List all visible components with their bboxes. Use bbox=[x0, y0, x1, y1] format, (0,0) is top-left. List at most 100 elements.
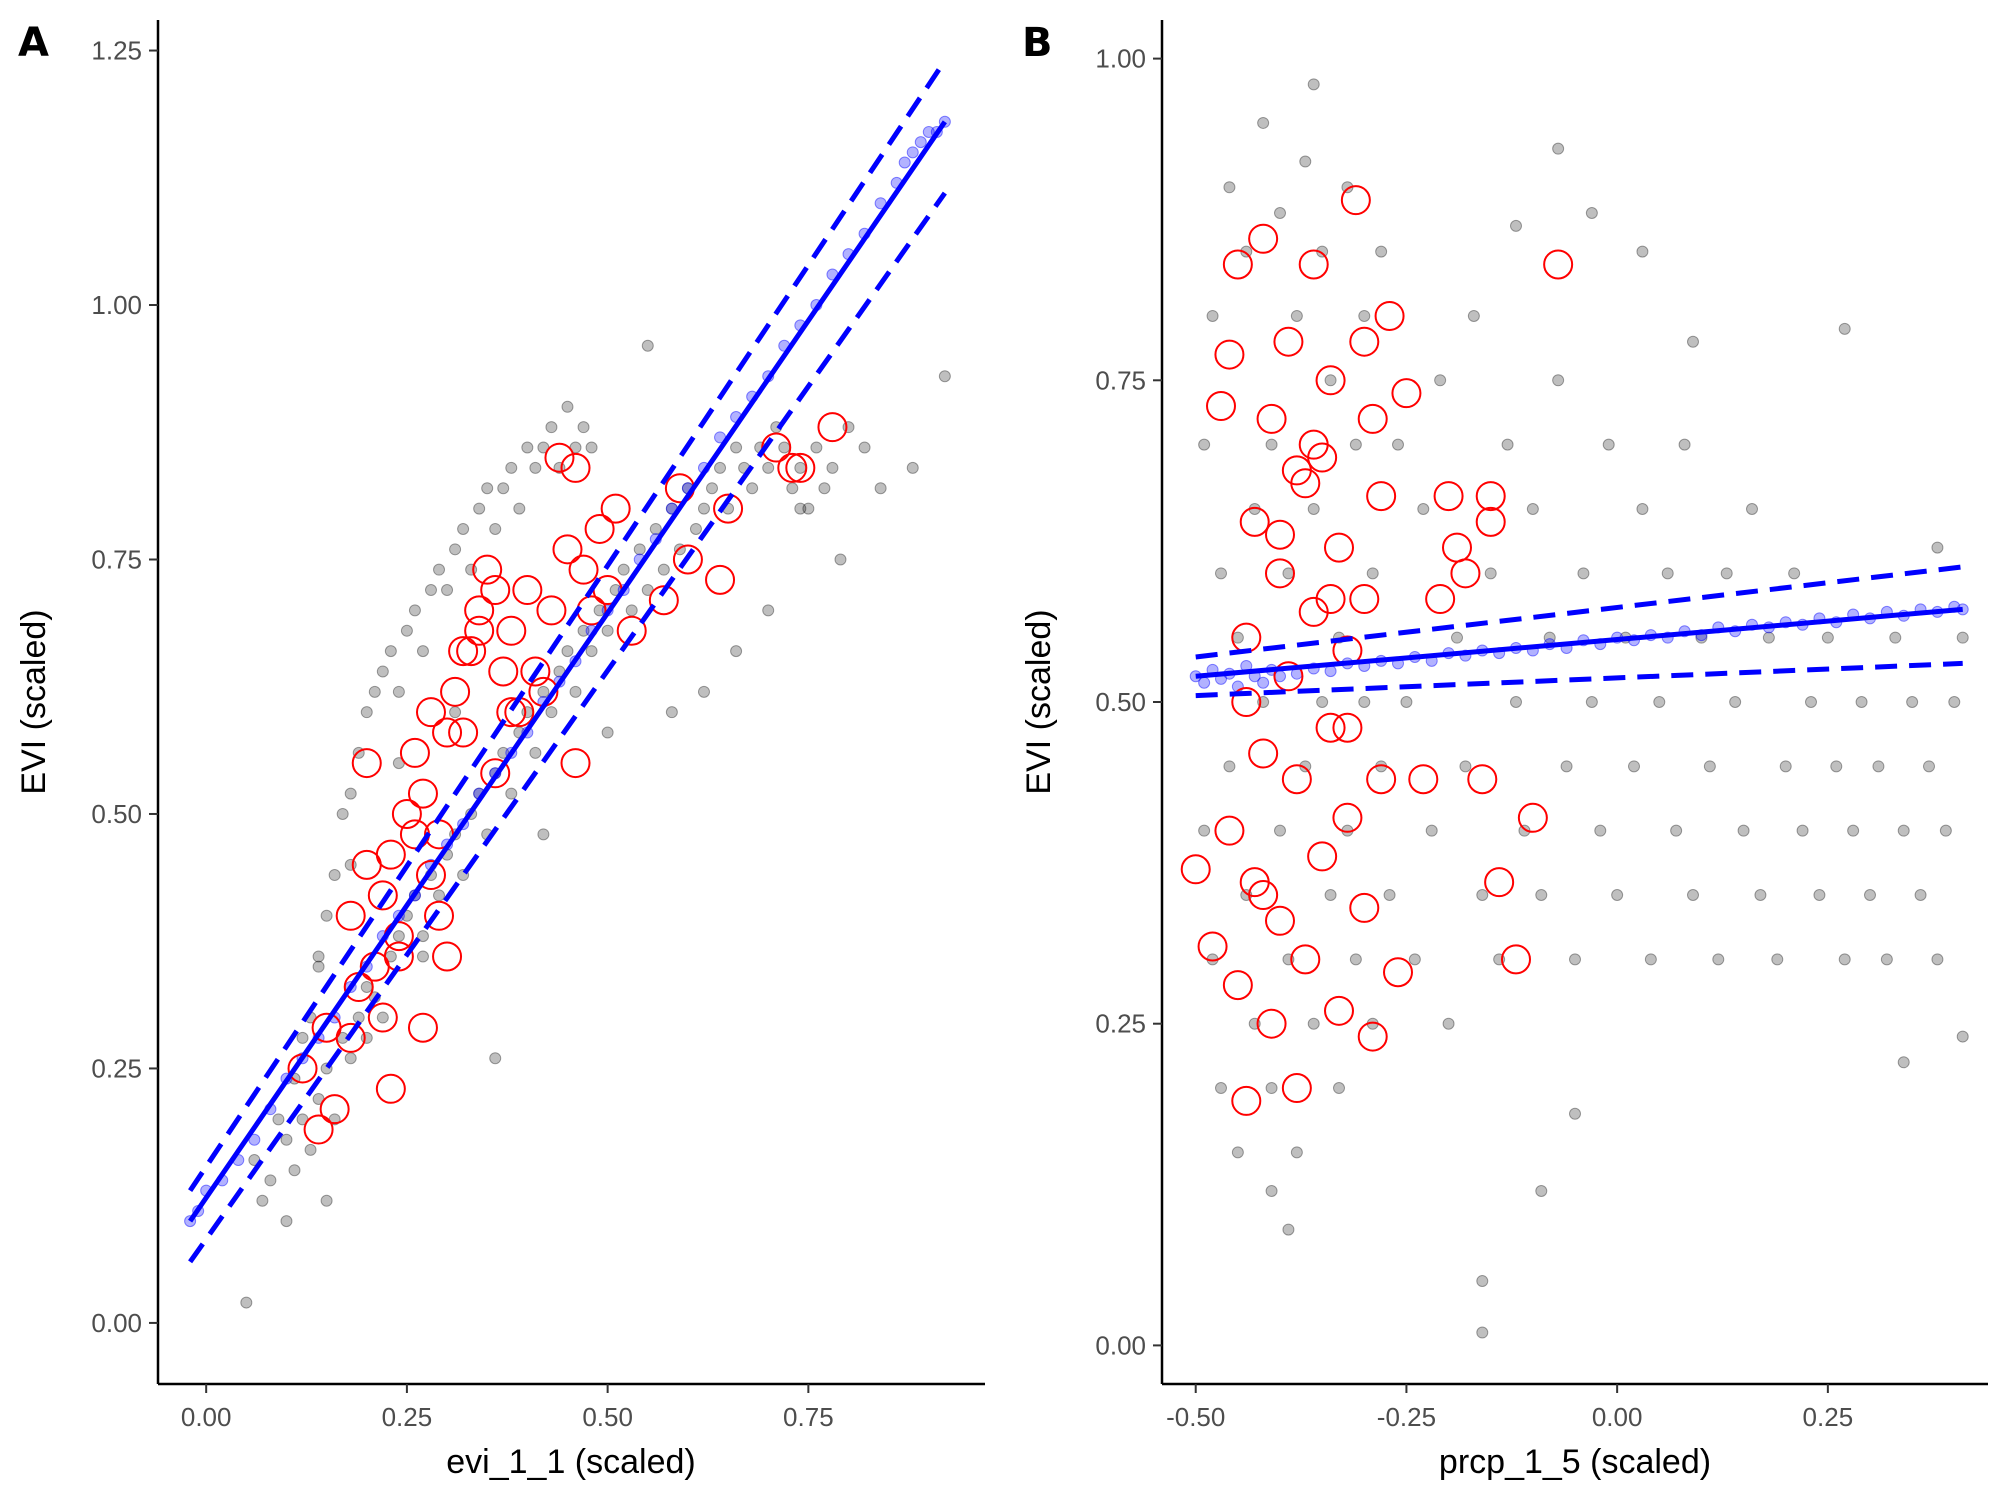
panel-a-observed-point bbox=[424, 584, 437, 597]
panel-a-observed-point bbox=[344, 787, 357, 800]
panel-a-observed-point bbox=[376, 665, 389, 678]
panel-b-highlight-point bbox=[1349, 326, 1380, 357]
panel-b-highlight-point bbox=[1332, 802, 1363, 833]
panel-a-observed-point bbox=[537, 828, 550, 841]
panel-b-observed-point bbox=[1392, 438, 1404, 451]
panel-b-highlight-point bbox=[1324, 995, 1354, 1026]
panel-a-highlight-point bbox=[415, 697, 446, 728]
panel-b-observed-point bbox=[1510, 696, 1522, 708]
panel-a-fitted-point bbox=[906, 146, 919, 159]
panel-a-highlight-point bbox=[415, 860, 446, 891]
panel-b-highlight-point bbox=[1206, 391, 1236, 422]
panel-b-highlight-point bbox=[1366, 764, 1397, 795]
panel-a-highlight-point bbox=[705, 564, 736, 595]
panel-a-observed-point bbox=[585, 645, 598, 658]
panel-b-observed-point bbox=[1476, 1326, 1489, 1339]
panel-a-highlight-point bbox=[440, 676, 471, 707]
panel-a-highlight-point bbox=[335, 900, 366, 931]
panel-a-observed-point bbox=[272, 1113, 285, 1126]
panel-b-observed-point bbox=[1476, 1275, 1489, 1288]
panel-a-x-tick-label: 0.75 bbox=[783, 1402, 834, 1432]
panel-a-observed-point bbox=[697, 502, 710, 515]
panel-a-y-tick-label: 1.25 bbox=[91, 36, 142, 66]
panel-a-observed-point bbox=[489, 1052, 502, 1065]
panel-a-observed-point bbox=[794, 502, 807, 515]
panel-b-observed-point bbox=[1956, 1030, 1969, 1043]
panel-a-highlight-point bbox=[584, 513, 615, 544]
panel-b-highlight-point bbox=[1324, 532, 1354, 563]
panel-a-highlight-point bbox=[777, 452, 808, 483]
panel-b-observed-point bbox=[1737, 824, 1750, 837]
panel-a-observed-point bbox=[433, 889, 446, 902]
panel-b-highlight-point bbox=[1475, 506, 1506, 537]
panel-b-observed-point bbox=[1535, 889, 1548, 902]
panel-b-observed-point bbox=[1510, 219, 1522, 232]
panel-b-observed-point bbox=[1476, 889, 1489, 902]
panel-a-observed-point bbox=[762, 461, 775, 474]
panel-a-x-tick-label: 0.50 bbox=[582, 1402, 633, 1432]
panel-a-observed-point bbox=[408, 604, 421, 617]
panel-b-observed-point bbox=[1425, 824, 1438, 837]
panel-b-observed-point bbox=[1914, 889, 1927, 902]
panel-b-highlight-point bbox=[1290, 944, 1321, 975]
panel-a-x-tick-label: 0.00 bbox=[181, 1402, 232, 1432]
panel-a-observed-point bbox=[641, 339, 654, 352]
panel-a-marks bbox=[184, 59, 951, 1309]
panel-a-highlight-point bbox=[407, 778, 438, 809]
panel-b-highlight-point bbox=[1214, 339, 1245, 370]
panel-a-observed-point bbox=[585, 441, 598, 454]
panel-b-observed-point bbox=[1290, 309, 1303, 322]
panel-a-highlight-point bbox=[464, 615, 495, 646]
panel-b-y-tick-label: 0.50 bbox=[1095, 687, 1146, 717]
panel-a-observed-point bbox=[441, 584, 454, 597]
panel-a-highlight-point bbox=[456, 636, 487, 667]
panel-a-observed-point bbox=[368, 685, 381, 698]
panel-b-observed-point bbox=[1931, 953, 1944, 966]
panel-a-highlight-point bbox=[391, 798, 422, 829]
panel-b-observed-point bbox=[1307, 502, 1320, 515]
panel-a-observed-point bbox=[617, 563, 630, 576]
panel-a-x-axis-title: evi_1_1 (scaled) bbox=[446, 1443, 695, 1481]
panel-a-highlight-point bbox=[351, 748, 382, 779]
panel-b-highlight-point bbox=[1391, 378, 1422, 409]
panel-a-highlight-point bbox=[448, 717, 479, 748]
panel-b-observed-point bbox=[1215, 1082, 1227, 1095]
panel-a-observed-point bbox=[810, 441, 823, 454]
panel-a-highlight-point bbox=[520, 656, 551, 687]
panel-b-highlight-point bbox=[1467, 764, 1498, 795]
panel-b-y-tick-label: 0.25 bbox=[1095, 1009, 1146, 1039]
panel-a-highlight-point bbox=[560, 748, 591, 779]
panel-b-highlight-point bbox=[1239, 506, 1270, 537]
panel-b-highlight-point bbox=[1248, 880, 1279, 911]
panel-b-observed-point bbox=[1349, 953, 1362, 966]
panel-a-observed-point bbox=[320, 909, 333, 922]
panel-a-highlight-point bbox=[351, 849, 382, 880]
panel-b-highlight-point bbox=[1425, 584, 1456, 615]
panel-a-observed-point bbox=[601, 726, 614, 739]
panel-b-observed-point bbox=[1821, 631, 1834, 644]
panel-b-observed-point bbox=[1299, 155, 1312, 168]
panel-a-observed-point bbox=[577, 421, 590, 434]
panel-a-observed-point bbox=[545, 421, 558, 434]
panel-b-observed-point bbox=[1434, 374, 1447, 387]
panel-b-highlight-point bbox=[1408, 764, 1439, 795]
panel-a-observed-point bbox=[697, 685, 710, 698]
panel-b-highlight-point bbox=[1197, 931, 1228, 962]
panel-a-observed-point bbox=[416, 645, 429, 658]
panel-a-observed-point bbox=[874, 482, 887, 495]
panel-b-observed-point bbox=[1257, 116, 1270, 129]
panel-a-observed-point bbox=[730, 441, 743, 454]
panel-b-x-tick-label: -0.25 bbox=[1377, 1402, 1436, 1432]
panel-a-observed-point bbox=[625, 604, 638, 617]
panel-a-highlight-point bbox=[600, 493, 631, 524]
panel-b-x-tick-label: -0.50 bbox=[1166, 1402, 1225, 1432]
panel-b-observed-point bbox=[1838, 953, 1851, 966]
panel-a-highlight-point bbox=[568, 554, 599, 585]
panel-b-observed-point bbox=[1206, 309, 1219, 322]
panel-a-observed-point bbox=[392, 685, 405, 698]
panel-a-interval-upper-line bbox=[188, 59, 947, 1192]
panel-a-highlight-point bbox=[672, 544, 703, 575]
panel-b-observed-point bbox=[1762, 631, 1775, 644]
panel-b-highlight-point bbox=[1298, 429, 1329, 460]
